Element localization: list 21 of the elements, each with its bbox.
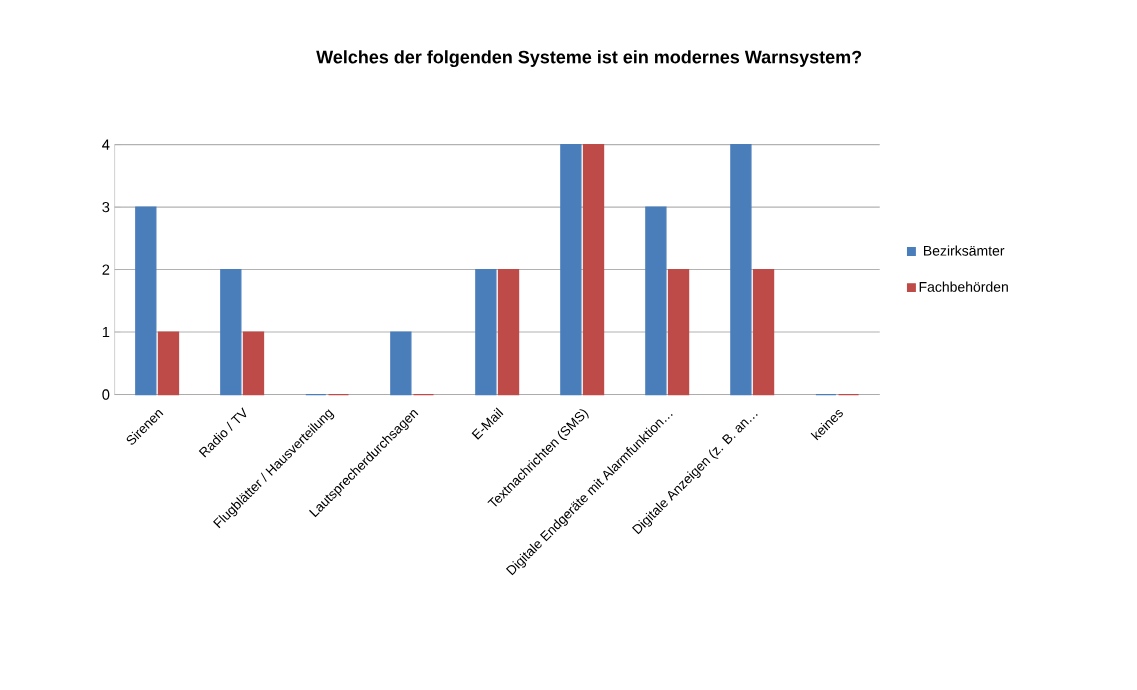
y-tick-label: 1	[102, 326, 110, 337]
bar	[667, 268, 690, 395]
bar	[220, 268, 242, 395]
legend-label: Fachbehörden	[919, 281, 1008, 292]
bar	[752, 268, 775, 395]
bar	[645, 206, 667, 395]
bar	[497, 268, 520, 395]
bar	[560, 143, 582, 395]
bar	[730, 143, 752, 395]
bar	[390, 331, 412, 395]
bar	[582, 143, 605, 395]
legend-label: Bezirksämter	[924, 245, 1005, 256]
y-tick-label: 3	[102, 201, 110, 213]
bar	[135, 206, 157, 395]
bar	[475, 268, 497, 395]
bar	[157, 331, 180, 395]
y-tick-label: 4	[102, 139, 110, 150]
y-tick-label: 0	[102, 389, 110, 400]
y-tick-label: 2	[102, 264, 110, 275]
bar	[242, 331, 265, 395]
chart-title: Welches der folgenden Systeme ist ein modernes Warnsystem?	[316, 49, 862, 67]
